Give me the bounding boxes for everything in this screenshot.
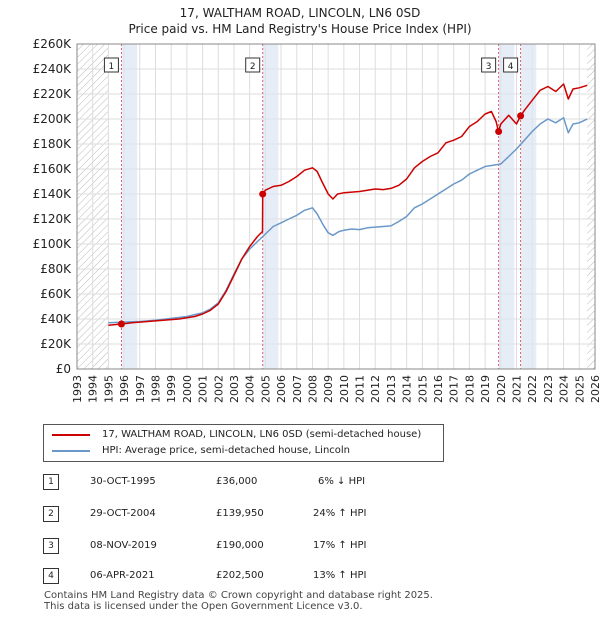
- sale-point-4: [517, 112, 525, 120]
- x-tick-label: 2004: [244, 375, 257, 403]
- footer-copyright: Contains HM Land Registry data © Crown c…: [44, 590, 433, 601]
- y-tick-label: £80K: [40, 262, 72, 276]
- legend-swatch-red: [52, 434, 90, 436]
- sale-point-1: [117, 320, 125, 328]
- legend-label-property: 17, WALTHAM ROAD, LINCOLN, LN6 0SD (semi…: [102, 429, 422, 440]
- x-tick-label: 2006: [275, 375, 288, 403]
- x-tick-label: 2016: [432, 375, 445, 403]
- x-tick-label: 2005: [259, 375, 272, 403]
- x-tick-label: 2023: [542, 375, 555, 403]
- y-tick-label: £40K: [40, 312, 72, 326]
- x-tick-label: 2015: [416, 375, 429, 403]
- price-chart: 1 2 3 4 £0 £20K £40K £60K £80K £100K £120K £140K £16…: [33, 37, 600, 403]
- x-tick-label: 2018: [463, 375, 476, 403]
- sale-point-3: [495, 128, 503, 135]
- chart-title: 17, WALTHAM ROAD, LINCOLN, LN6 0SD: [179, 6, 421, 20]
- sale-label-box-3: [481, 57, 497, 73]
- x-tick-label: 1997: [134, 375, 147, 403]
- legend-label-hpi: HPI: Average price, semi-detached house,…: [102, 445, 351, 456]
- y-tick-label: £180K: [33, 137, 73, 151]
- x-tick-label: 2013: [385, 375, 398, 403]
- sale-date: 06-APR-2021: [90, 570, 155, 581]
- x-tick-label: 2001: [197, 375, 210, 403]
- y-tick-label: £160K: [33, 162, 73, 176]
- x-tick-label: 1994: [87, 375, 100, 403]
- sale-date: 29-OCT-2004: [90, 508, 156, 519]
- sale-label-text-4: 4: [508, 62, 514, 72]
- sale-price: £36,000: [216, 476, 258, 487]
- y-tick-label: £240K: [33, 62, 73, 76]
- sale-shade-2: [262, 44, 279, 369]
- y-tick-label: £140K: [33, 187, 73, 201]
- y-tick-label: £0: [56, 362, 71, 376]
- x-tick-label: 2002: [212, 375, 225, 403]
- sale-badge: 2: [43, 506, 59, 522]
- sale-price: £190,000: [216, 540, 264, 551]
- x-tick-label: 2019: [479, 375, 492, 403]
- hatch-region-end: [587, 44, 595, 369]
- y-tick-label: £120K: [33, 212, 73, 226]
- y-tick-label: £60K: [40, 287, 72, 301]
- sale-price: £139,950: [216, 508, 264, 519]
- legend: 17, WALTHAM ROAD, LINCOLN, LN6 0SD (semi…: [43, 424, 444, 462]
- x-tick-label: 2008: [306, 375, 319, 403]
- footer: Contains HM Land Registry data © Crown c…: [44, 590, 433, 612]
- sale-badge: 4: [43, 568, 59, 584]
- x-tick-label: 1999: [165, 375, 178, 403]
- sale-label-text-2: 2: [250, 62, 256, 72]
- sale-hpi: 6% ↓ HPI: [318, 476, 366, 487]
- x-tick-label: 2009: [322, 375, 335, 403]
- x-tick-label: 2010: [338, 375, 351, 403]
- plot-border: [76, 43, 596, 370]
- sale-badge: 3: [43, 538, 59, 554]
- sale-shade-1: [121, 44, 138, 369]
- x-tick-label: 2014: [401, 375, 414, 403]
- x-tick-label: 1996: [118, 375, 131, 403]
- sale-shade-4: [520, 44, 537, 369]
- sale-hpi: 17% ↑ HPI: [313, 540, 367, 551]
- x-tick-label: 2012: [369, 375, 382, 403]
- y-tick-label: £220K: [33, 87, 73, 101]
- x-tick-label: 2011: [354, 375, 367, 403]
- x-tick-label: 1993: [71, 375, 84, 403]
- sale-label-text-1: 1: [109, 62, 115, 72]
- x-tick-label: 2000: [181, 375, 194, 403]
- sale-label-box-4: [503, 57, 519, 73]
- sale-shade-3: [498, 44, 515, 369]
- chart-subtitle: Price paid vs. HM Land Registry's House …: [128, 22, 472, 36]
- sale-point-2: [259, 190, 267, 198]
- x-tick-label: 2025: [573, 375, 586, 403]
- sale-hpi: 13% ↑ HPI: [313, 570, 367, 581]
- x-tick-label: 2024: [558, 375, 571, 403]
- x-tick-label: 2021: [511, 375, 524, 403]
- x-tick-label: 1995: [102, 375, 115, 403]
- footer-license: This data is licensed under the Open Gov…: [44, 601, 363, 612]
- legend-swatch-blue: [52, 450, 90, 452]
- x-tick-label: 2003: [228, 375, 241, 403]
- y-tick-label: £100K: [33, 237, 73, 251]
- x-tick-label: 1998: [149, 375, 162, 403]
- series-line-property: [108, 83, 588, 327]
- sale-label-text-3: 3: [486, 62, 492, 72]
- x-tick-label: 2026: [589, 375, 600, 403]
- sale-badge: 1: [43, 474, 59, 490]
- x-tick-label: 2007: [291, 375, 304, 403]
- y-tick-label: £20K: [40, 337, 72, 351]
- y-tick-label: £200K: [33, 112, 73, 126]
- sale-hpi: 24% ↑ HPI: [313, 508, 367, 519]
- x-tick-label: 2022: [526, 375, 539, 403]
- x-tick-label: 2017: [448, 375, 461, 403]
- sale-date: 30-OCT-1995: [90, 476, 156, 487]
- x-tick-label: 2020: [495, 375, 508, 403]
- sale-label-box-2: [245, 57, 261, 73]
- sale-price: £202,500: [216, 570, 264, 581]
- y-tick-label: £260K: [33, 37, 73, 51]
- sale-label-box-1: [103, 57, 119, 73]
- sale-date: 08-NOV-2019: [90, 540, 157, 551]
